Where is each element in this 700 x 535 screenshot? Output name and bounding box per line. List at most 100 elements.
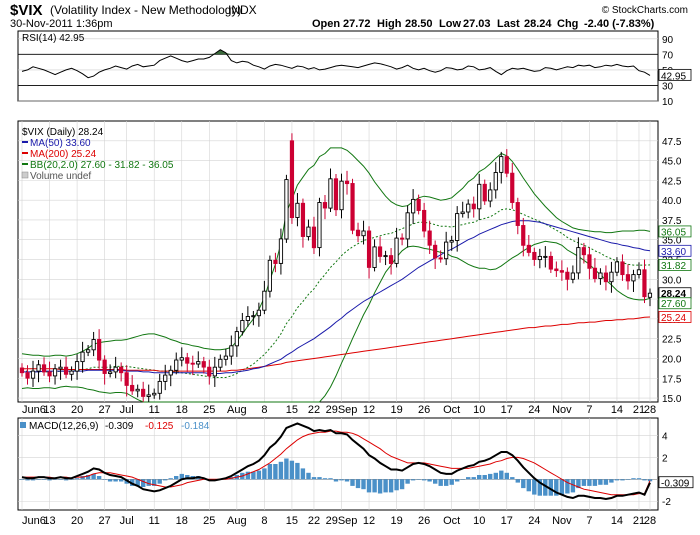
macd-swatch	[20, 422, 26, 428]
macd-hist-bar	[289, 460, 295, 480]
high-value: 28.50	[405, 18, 433, 30]
candle-body	[196, 361, 201, 365]
macd-hist-bar	[444, 479, 449, 486]
rsi-line	[21, 49, 651, 79]
macd-hist-bar	[372, 479, 377, 493]
bollinger-upper-line	[21, 147, 651, 357]
macd-x-tick-label: 27	[99, 515, 111, 527]
candle-body	[466, 203, 471, 213]
macd-hist-bar	[614, 479, 620, 481]
candle-body	[559, 270, 564, 273]
rsi-tick-label: 10	[662, 97, 674, 108]
price-x-tick-label: 18	[176, 404, 188, 416]
candle-body	[581, 247, 586, 256]
macd-hist-bar	[383, 479, 388, 493]
macd-hist-bar	[113, 479, 118, 482]
price-x-tick-label: 28	[644, 404, 656, 416]
brand-watermark: © StockCharts.com	[602, 5, 688, 16]
macd-line	[21, 422, 651, 501]
price-x-tick-label: 11	[148, 404, 159, 416]
candle-body	[400, 237, 405, 240]
candle-body	[598, 272, 603, 279]
price-legend: $VIX (Daily) 28.24 MA(50) 33.60 MA(200) …	[21, 127, 174, 182]
macd-x-tick-label: 26	[418, 515, 430, 527]
volume-swatch	[21, 171, 29, 179]
low-value: 27.03	[463, 18, 491, 30]
macd-hist-bar	[267, 464, 273, 480]
candle-body	[471, 203, 476, 210]
chart-date: 30-Nov-2011 1:36pm	[10, 18, 113, 30]
macd-hist-bar	[377, 479, 383, 494]
candle-body	[52, 368, 58, 377]
candle-body	[526, 244, 531, 253]
candle-body	[74, 361, 80, 372]
candle-body	[212, 366, 217, 377]
candle-body	[449, 240, 454, 243]
candle-body	[86, 349, 91, 353]
macd-hist-bar	[36, 479, 41, 480]
candle-body	[592, 267, 598, 279]
macd-x-tick-label: 13	[43, 515, 55, 527]
macd-signal-line	[22, 430, 651, 496]
low-label: Low	[439, 18, 461, 30]
macd-legend-signal: -0.125	[145, 421, 174, 432]
macd-hist-bar	[416, 479, 421, 480]
macd-hist-bar	[311, 477, 317, 480]
macd-hist-bar	[554, 479, 559, 496]
macd-x-tick-label: 21	[633, 515, 645, 527]
macd-hist-bar	[174, 476, 179, 480]
macd-hist-bar	[460, 479, 465, 480]
price-x-tick-label: 25	[203, 404, 215, 416]
candle-body	[47, 371, 52, 377]
candle-body	[141, 388, 146, 397]
bb-lower-tag-box	[658, 297, 692, 310]
price-x-tick-label: 27	[99, 404, 111, 416]
chart-symbol: $VIX	[10, 2, 43, 19]
last-value: 28.24	[524, 18, 552, 30]
price-tick-label: 20.0	[662, 354, 682, 365]
macd-hist-bar	[394, 479, 399, 491]
macd-hist-bar	[256, 470, 262, 480]
candle-body	[63, 366, 69, 375]
ma50-legend: MA(50) 33.60	[30, 138, 91, 149]
bb-upper-tag: 36.05	[661, 227, 686, 238]
macd-x-tick-label: Jul	[120, 515, 134, 527]
macd-hist-bar	[510, 477, 515, 480]
macd-hist-bar	[25, 479, 30, 481]
macd-hist-bar	[427, 479, 432, 482]
price-tick-label: 17.5	[662, 374, 682, 385]
macd-hist-bar	[85, 475, 91, 480]
candle-body	[300, 202, 306, 237]
candle-body	[433, 244, 438, 259]
candle-body	[223, 355, 228, 360]
macd-hist-bar	[515, 479, 520, 483]
macd-x-tick-label: 8	[261, 515, 267, 527]
macd-hist-bar	[135, 479, 140, 486]
candle-body	[532, 251, 537, 260]
macd-hist-bar	[245, 471, 251, 480]
candle-body	[576, 247, 581, 274]
volume-legend: Volume undef	[30, 171, 91, 182]
candle-body	[394, 237, 399, 264]
macd-hist-bar	[647, 479, 653, 482]
macd-hist-bar	[168, 478, 173, 480]
candle-body	[41, 364, 47, 373]
price-tick-label: 42.5	[662, 176, 682, 187]
candle-body	[262, 290, 267, 311]
candle-body	[543, 255, 548, 258]
macd-hist-bar	[350, 479, 355, 486]
macd-last-tag: -0.309	[658, 476, 694, 490]
candle-body	[317, 202, 322, 249]
open-value: 27.72	[343, 18, 371, 30]
candle-body	[339, 180, 344, 211]
macd-hist-bar	[631, 478, 636, 480]
macd-hist-bar	[598, 479, 603, 485]
macd-hist-bar	[438, 479, 443, 486]
candle-body	[322, 202, 328, 209]
price-x-tick-label: 10	[473, 404, 485, 416]
macd-x-tick-label: 25	[203, 515, 215, 527]
candle-body	[499, 156, 504, 173]
macd-hist-bar	[543, 479, 548, 496]
candle-body	[388, 255, 394, 264]
